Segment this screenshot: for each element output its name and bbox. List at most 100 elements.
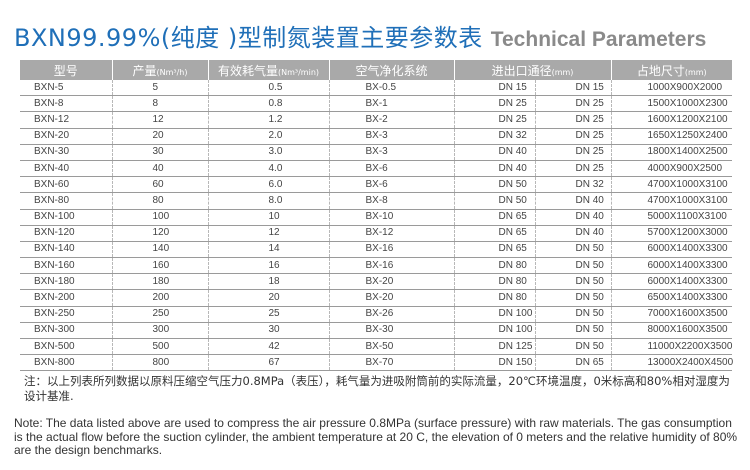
table-row: BXN-250 250 25 BX-26 DN 100 DN 50 7000X1600X35… xyxy=(20,306,732,323)
table-row: BXN-30 30 3.0 BX-3 DN 40 DN 25 1800X1400X2500 xyxy=(20,143,732,161)
cell-floor-size: 13000X2400X4500 xyxy=(611,354,733,372)
cell-air-purification: BX-16 xyxy=(329,241,455,259)
table-row: BXN-180 180 18 BX-20 DN 80 DN 50 6000X1400X330… xyxy=(20,273,732,291)
cell-air-purification: BX-50 xyxy=(329,338,455,356)
cell-air-purification: BX-6 xyxy=(329,176,455,194)
cell-capacity: 300 xyxy=(112,322,209,340)
cell-inlet: DN 100 xyxy=(454,322,536,340)
cell-outlet: DN 50 xyxy=(535,273,612,291)
cell-air-consumption: 3.0 xyxy=(208,143,330,161)
cell-model: BXN-120 xyxy=(20,225,113,242)
header-capacity: 产量(Nm³/h) xyxy=(112,60,209,80)
cell-floor-size: 4700X1000X3100 xyxy=(611,192,732,210)
cell-floor-size: 7000X1600X3500 xyxy=(611,306,732,323)
cell-inlet: DN 80 xyxy=(454,289,536,307)
cell-capacity: 100 xyxy=(112,209,209,226)
table-row: BXN-40 40 4.0 BX-6 DN 40 DN 25 4000X900X2500 xyxy=(20,160,732,178)
cell-inlet: DN 125 xyxy=(454,338,536,356)
note-english: Note: The data listed above are used to … xyxy=(14,416,738,457)
cell-air-purification: BX-10 xyxy=(329,209,455,226)
table-row: BXN-140 140 14 BX-16 DN 65 DN 50 6000X1400X330… xyxy=(20,241,732,259)
cell-air-purification: BX-2 xyxy=(329,111,455,129)
table-row: BXN-800 800 67 BX-70 DN 150 DN 65 13000X2400X4… xyxy=(20,354,733,372)
table-header-row: 型号 产量(Nm³/h) 有效耗气量(Nm³/min) 空气净化系统 进出口通径… xyxy=(20,60,732,80)
cell-floor-size: 4000X900X2500 xyxy=(611,160,732,178)
cell-air-purification: BX-8 xyxy=(329,192,455,210)
cell-outlet: DN 25 xyxy=(535,111,612,129)
cell-air-consumption: 42 xyxy=(208,338,330,356)
title-english: Technical Parameters xyxy=(490,28,707,51)
cell-model: BXN-20 xyxy=(20,128,113,145)
cell-inlet: DN 15 xyxy=(454,80,536,97)
cell-outlet: DN 40 xyxy=(535,192,612,210)
title-chinese: BXN99.99%(纯度 )型制氮装置主要参数表 xyxy=(14,24,483,52)
cell-floor-size: 6500X1400X3300 xyxy=(611,289,732,307)
cell-floor-size: 6000X1400X3300 xyxy=(611,241,732,259)
cell-inlet: DN 65 xyxy=(454,241,536,259)
table-body: BXN-5 5 0.5 BX-0.5 DN 15 DN 15 1000X900X2000 BX… xyxy=(20,80,733,372)
cell-floor-size: 6000X1400X3300 xyxy=(611,273,732,291)
cell-air-consumption: 0.5 xyxy=(208,80,330,97)
cell-floor-size: 1500X1000X2300 xyxy=(611,95,732,113)
cell-outlet: DN 25 xyxy=(535,95,612,113)
cell-floor-size: 6000X1400X3300 xyxy=(611,257,732,275)
cell-inlet: DN 40 xyxy=(454,143,536,161)
cell-air-consumption: 16 xyxy=(208,257,330,275)
cell-air-purification: BX-20 xyxy=(329,289,455,307)
cell-air-consumption: 8.0 xyxy=(208,192,330,210)
cell-inlet: DN 65 xyxy=(454,209,536,226)
cell-air-consumption: 4.0 xyxy=(208,160,330,178)
cell-air-consumption: 25 xyxy=(208,306,330,323)
cell-model: BXN-800 xyxy=(20,354,113,372)
cell-inlet: DN 40 xyxy=(454,160,536,178)
cell-inlet: DN 25 xyxy=(454,95,536,113)
header-air-consumption: 有效耗气量(Nm³/min) xyxy=(208,60,330,80)
cell-air-purification: BX-30 xyxy=(329,322,455,340)
header-floor-size: 占地尺寸(mm) xyxy=(611,60,732,80)
cell-model: BXN-40 xyxy=(20,160,113,178)
cell-inlet: DN 80 xyxy=(454,273,536,291)
cell-floor-size: 1650X1250X2400 xyxy=(611,128,732,145)
table-row: BXN-120 120 12 BX-12 DN 65 DN 40 5700X1200X300… xyxy=(20,225,732,242)
cell-air-purification: BX-70 xyxy=(329,354,455,372)
cell-capacity: 80 xyxy=(112,192,209,210)
cell-model: BXN-80 xyxy=(20,192,113,210)
cell-air-purification: BX-0.5 xyxy=(329,80,455,97)
cell-air-consumption: 67 xyxy=(208,354,330,372)
cell-inlet: DN 80 xyxy=(454,257,536,275)
cell-air-purification: BX-12 xyxy=(329,225,455,242)
cell-floor-size: 11000X2200X3500 xyxy=(611,338,732,356)
table-row: BXN-20 20 2.0 BX-3 DN 32 DN 25 1650X1250X2400 xyxy=(20,128,732,145)
cell-outlet: DN 65 xyxy=(535,354,612,372)
cell-outlet: DN 50 xyxy=(535,241,612,259)
cell-capacity: 140 xyxy=(112,241,209,259)
cell-air-purification: BX-20 xyxy=(329,273,455,291)
table-row: BXN-12 12 1.2 BX-2 DN 25 DN 25 1600X1200X2100 xyxy=(20,111,732,129)
cell-air-purification: BX-16 xyxy=(329,257,455,275)
cell-floor-size: 8000X1600X3500 xyxy=(611,322,732,340)
cell-outlet: DN 25 xyxy=(535,143,612,161)
cell-model: BXN-12 xyxy=(20,111,113,129)
cell-capacity: 12 xyxy=(112,111,209,129)
cell-capacity: 40 xyxy=(112,160,209,178)
cell-model: BXN-8 xyxy=(20,95,113,113)
cell-outlet: DN 25 xyxy=(535,128,612,145)
cell-capacity: 60 xyxy=(112,176,209,194)
cell-air-consumption: 1.2 xyxy=(208,111,330,129)
table-row: BXN-100 100 10 BX-10 DN 65 DN 40 5000X1100X310… xyxy=(20,209,732,226)
cell-air-consumption: 2.0 xyxy=(208,128,330,145)
cell-floor-size: 1000X900X2000 xyxy=(611,80,732,97)
cell-capacity: 120 xyxy=(112,225,209,242)
cell-model: BXN-5 xyxy=(20,80,113,97)
cell-air-consumption: 12 xyxy=(208,225,330,242)
cell-floor-size: 1600X1200X2100 xyxy=(611,111,732,129)
cell-inlet: DN 50 xyxy=(454,176,536,194)
header-air-purification: 空气净化系统 xyxy=(329,60,455,80)
table-row: BXN-500 500 42 BX-50 DN 125 DN 50 11000X2200X3… xyxy=(20,338,732,356)
table-row: BXN-200 200 20 BX-20 DN 80 DN 50 6500X1400X330… xyxy=(20,289,732,307)
cell-outlet: DN 32 xyxy=(535,176,612,194)
cell-model: BXN-140 xyxy=(20,241,113,259)
cell-capacity: 8 xyxy=(112,95,209,113)
cell-capacity: 800 xyxy=(112,354,209,372)
cell-air-consumption: 6.0 xyxy=(208,176,330,194)
